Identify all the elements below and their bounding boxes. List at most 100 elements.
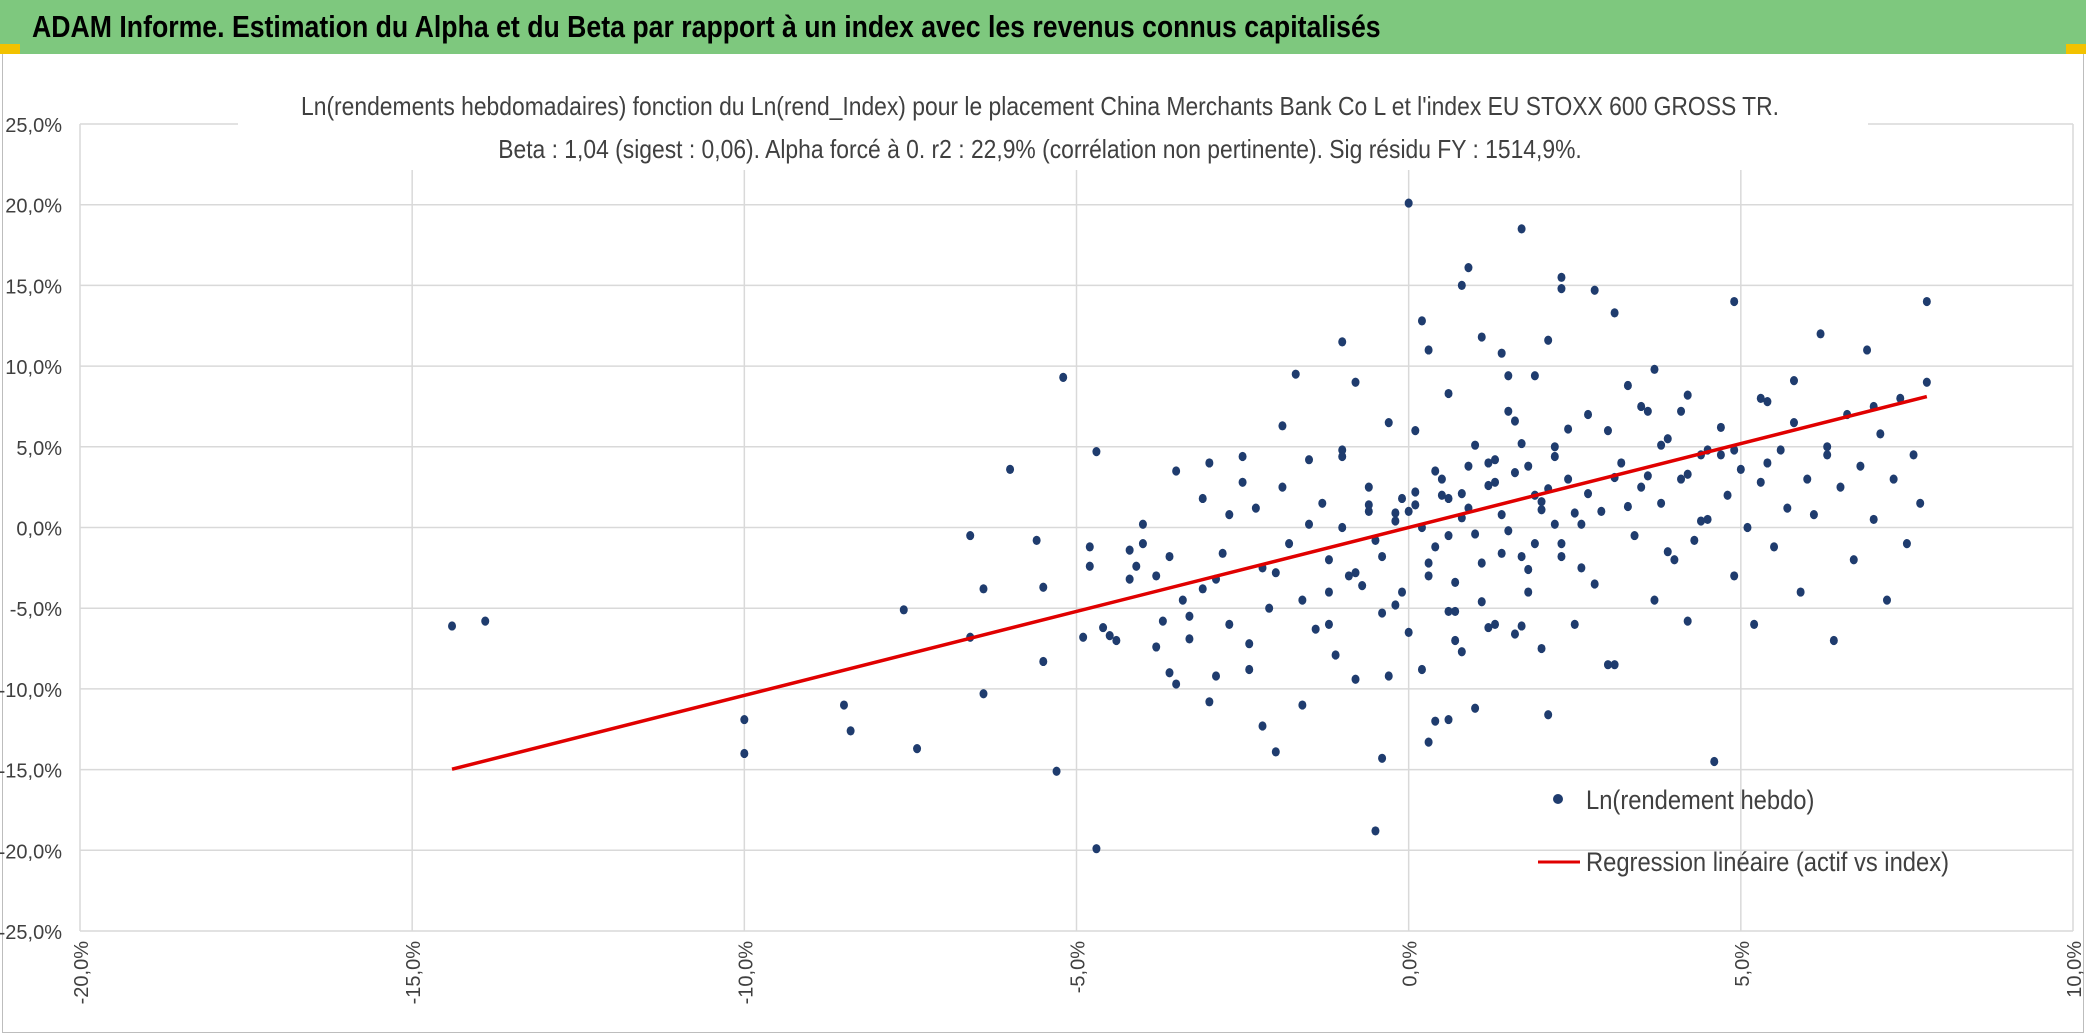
data-point (1085, 561, 1094, 571)
data-point (1823, 442, 1832, 452)
data-point (1305, 455, 1314, 465)
data-point (1205, 458, 1214, 468)
data-point (1623, 501, 1632, 512)
data-point (1424, 558, 1433, 568)
data-point (1584, 489, 1593, 499)
data-point (1577, 563, 1586, 573)
data-point (1391, 600, 1400, 610)
data-point (1417, 316, 1426, 326)
y-tick-label: -25,0% (0, 922, 62, 944)
data-point (1517, 621, 1526, 631)
data-point (1338, 445, 1347, 455)
data-point (1491, 455, 1500, 465)
data-point (1889, 474, 1898, 484)
x-tick-label: 5,0% (1732, 941, 1754, 987)
data-point (1185, 634, 1194, 644)
data-point (1537, 505, 1546, 515)
data-point (1590, 285, 1599, 295)
data-point (1922, 296, 1931, 307)
data-point (1630, 530, 1639, 541)
data-point (1424, 571, 1433, 581)
data-point (1344, 571, 1353, 581)
data-point (979, 584, 988, 594)
data-point (1577, 519, 1586, 529)
data-point (1663, 547, 1672, 557)
data-point (839, 700, 848, 710)
data-point (1537, 497, 1546, 507)
data-point (1431, 716, 1440, 726)
data-point (1172, 466, 1181, 476)
data-point (1716, 422, 1725, 433)
data-point (1789, 417, 1798, 428)
legend-label-line: Regression linéaire (actif vs index) (1586, 848, 1949, 878)
x-tick-label: -20,0% (71, 941, 93, 1005)
data-point (1451, 635, 1460, 646)
data-point (1683, 390, 1692, 400)
data-point (1637, 482, 1646, 492)
data-points (448, 198, 1931, 854)
data-point (1351, 674, 1360, 684)
data-point (1444, 606, 1453, 617)
data-point (1125, 574, 1134, 584)
data-point (1245, 664, 1254, 675)
y-tick-label: 15,0% (5, 276, 62, 298)
data-point (1564, 474, 1573, 484)
data-point (1677, 406, 1686, 416)
data-point (1584, 409, 1593, 420)
data-point (1391, 516, 1400, 526)
data-point (1457, 489, 1466, 499)
report-header: ADAM Informe. Estimation du Alpha et du … (0, 0, 2086, 54)
data-point (1550, 519, 1559, 529)
data-point (1437, 490, 1446, 500)
data-point (1138, 519, 1147, 529)
data-point (1305, 519, 1314, 529)
data-point (1484, 622, 1493, 633)
data-point (1557, 551, 1566, 562)
data-point (1271, 747, 1280, 757)
data-point (1643, 406, 1652, 416)
data-point (1444, 493, 1453, 504)
data-point (1809, 509, 1818, 520)
data-point (1298, 595, 1307, 605)
data-point (1411, 500, 1420, 510)
data-point (1258, 721, 1267, 731)
data-point (1723, 490, 1732, 500)
grid (79, 123, 2074, 932)
y-tick-label: -10,0% (0, 680, 62, 702)
data-point (1544, 710, 1553, 720)
regression-line (451, 394, 1928, 771)
data-point (1092, 844, 1101, 854)
data-point (1524, 587, 1533, 597)
data-point (1650, 595, 1659, 605)
data-point (1398, 493, 1407, 504)
x-tick-label: 0,0% (1400, 941, 1422, 987)
data-point (1789, 376, 1798, 386)
data-point (1603, 660, 1612, 670)
data-point (1278, 482, 1287, 492)
chart-subtitle: Beta : 1,04 (sigest : 0,06). Alpha forcé… (498, 136, 1582, 165)
y-tick-label: -5,0% (10, 599, 62, 621)
data-point (1278, 421, 1287, 431)
data-point (1730, 571, 1739, 581)
data-point (1105, 631, 1114, 641)
data-point (1125, 545, 1134, 555)
data-point (1311, 624, 1320, 634)
data-point (1530, 371, 1539, 381)
data-point (1039, 582, 1048, 592)
data-point (1823, 450, 1832, 460)
data-point (1032, 535, 1041, 546)
data-point (1431, 466, 1440, 476)
data-point (1431, 542, 1440, 552)
data-point (1756, 393, 1765, 403)
data-point (1796, 587, 1805, 597)
data-point (1457, 280, 1466, 290)
data-point (1398, 587, 1407, 597)
data-point (1411, 487, 1420, 497)
data-point (1663, 434, 1672, 444)
data-point (1564, 424, 1573, 434)
data-point (1690, 535, 1699, 546)
data-point (1464, 461, 1473, 471)
data-point (1657, 440, 1666, 450)
data-point (1132, 561, 1141, 571)
data-point (1882, 595, 1891, 605)
